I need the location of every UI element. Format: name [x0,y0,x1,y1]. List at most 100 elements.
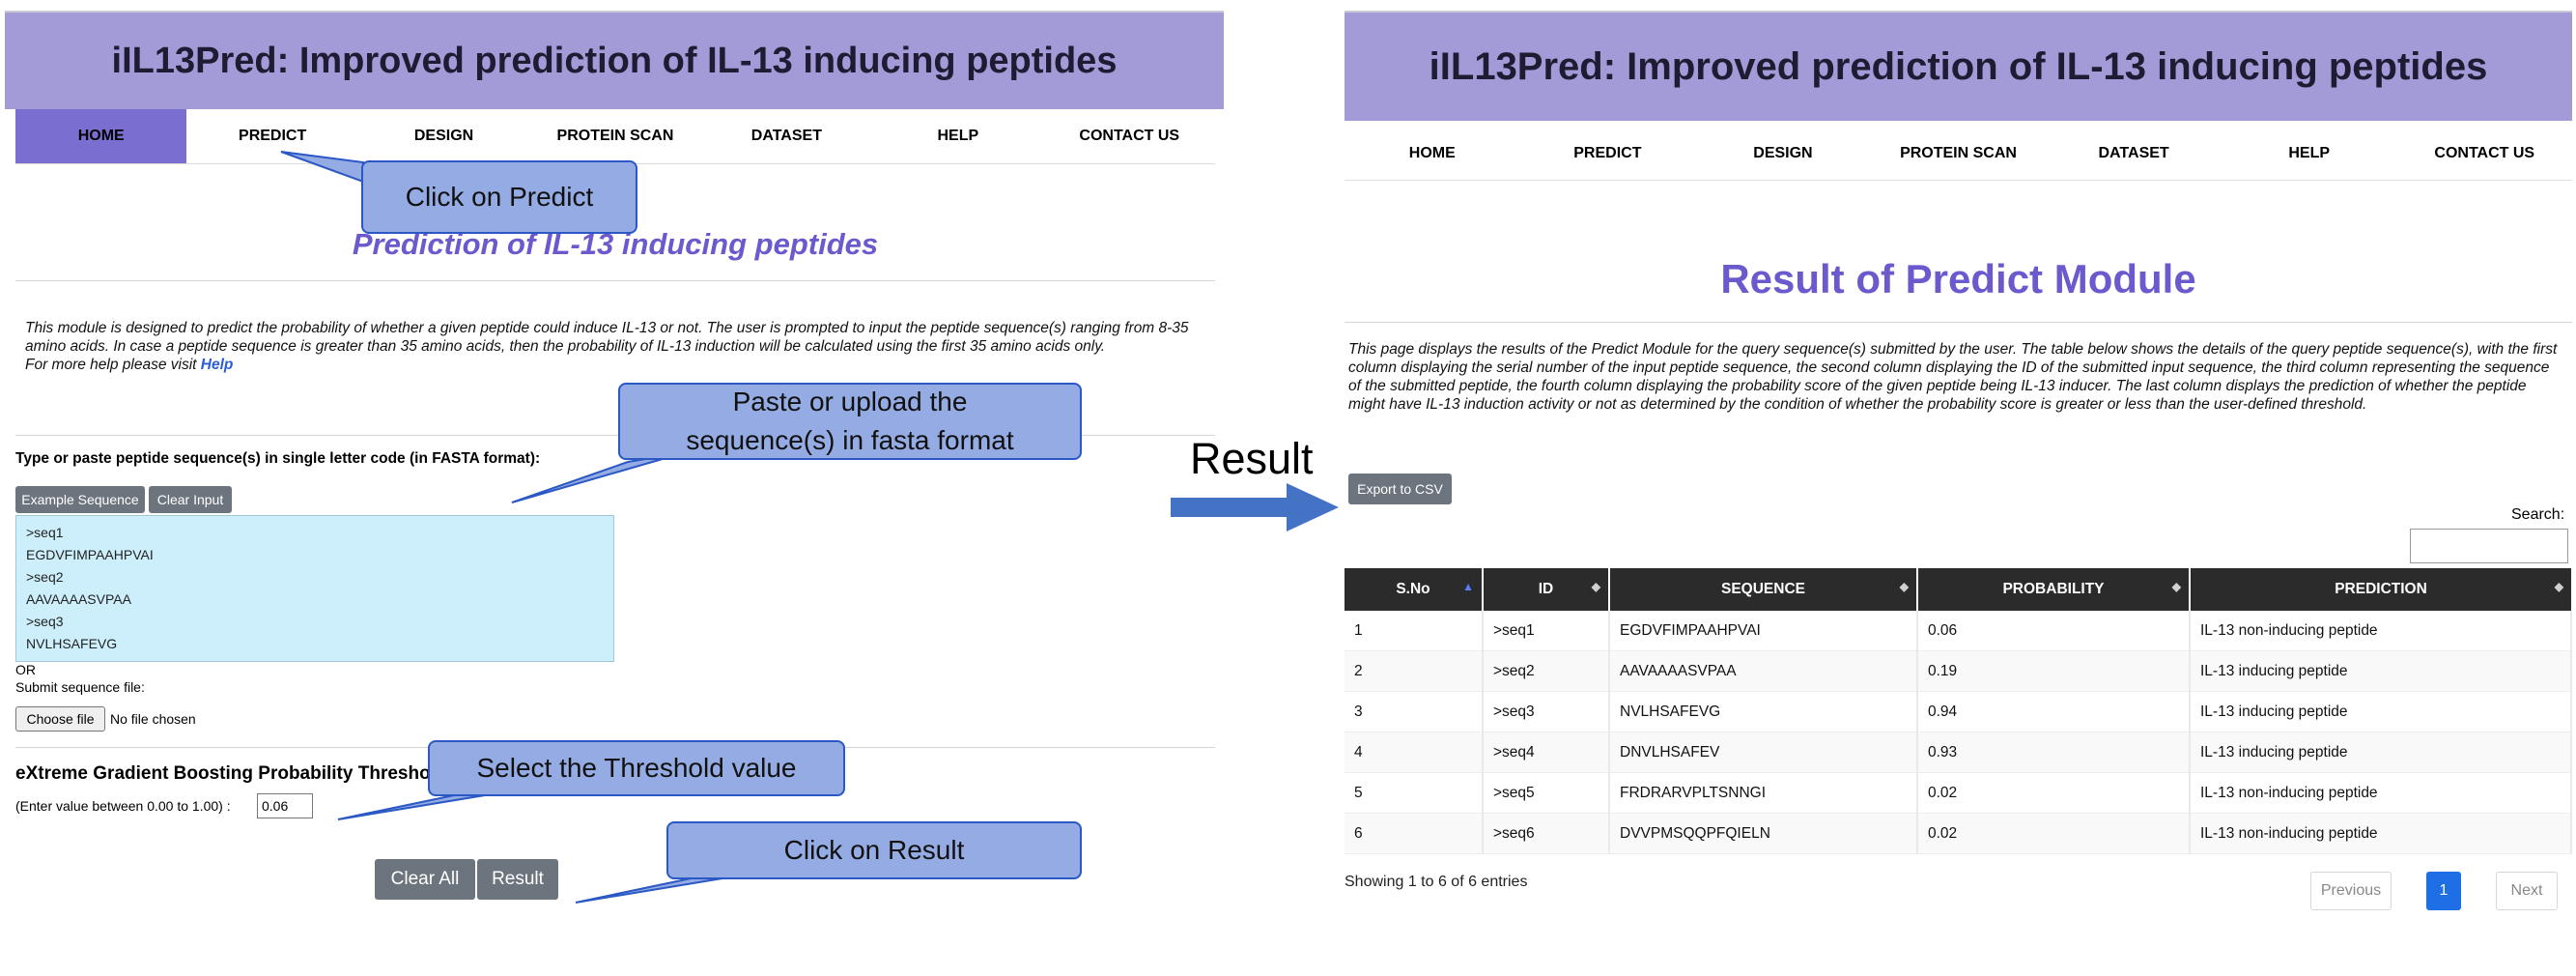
right-nav-bar: HOME PREDICT DESIGN PROTEIN SCAN DATASET… [1345,128,2572,181]
callout-click-predict: Click on Predict [361,160,637,234]
pagination-next[interactable]: Next [2496,872,2558,910]
help-prefix: For more help please visit [25,357,197,373]
result-callout-pointer [575,876,735,904]
sort-icon: ◆ [1899,580,1909,593]
file-status: No file chosen [110,711,196,727]
table-row: 4 >seq4 DNVLHSAFEV 0.93 IL-13 inducing p… [1345,732,2572,773]
cell-sno: 3 [1345,691,1484,732]
cell-sequence: DVVPMSQQPFQIELN [1609,813,1918,854]
result-button[interactable]: Result [477,859,558,900]
sort-icon: ◆ [2171,580,2181,593]
nav-home[interactable]: HOME [15,109,187,163]
pagination-previous[interactable]: Previous [2310,872,2392,910]
description-text: This module is designed to predict the p… [25,320,1189,355]
cell-prediction: IL-13 non-inducing peptide [2190,772,2572,814]
cell-probability: 0.06 [1917,611,2191,651]
clear-all-button[interactable]: Clear All [375,859,475,900]
or-text: OR [15,662,36,677]
cell-prediction: IL-13 non-inducing peptide [2190,611,2572,651]
help-link[interactable]: Help [200,357,234,373]
threshold-input[interactable] [257,793,313,818]
predict-description: This module is designed to predict the p… [25,319,1205,374]
callout-paste-sequence: Paste or upload the sequence(s) in fasta… [618,383,1082,460]
nav-dataset[interactable]: DATASET [2098,145,2169,161]
result-heading: Result of Predict Module [1720,256,2196,301]
cell-sno: 4 [1345,732,1484,773]
table-header-row: S.No ▲ ID ◆ SEQUENCE ◆ PROBABILITY ◆ PREDICT… [1345,568,2571,611]
col-header-label: S.No [1396,581,1430,597]
sort-icon: ◆ [2554,580,2563,593]
result-arrow [1171,483,1339,531]
pagination-page-1[interactable]: 1 [2426,872,2461,910]
cell-prediction: IL-13 inducing peptide [2190,650,2572,692]
search-input[interactable] [2410,529,2568,563]
nav-help[interactable]: HELP [2288,145,2331,161]
cell-id: >seq5 [1483,772,1610,814]
export-csv-button[interactable]: Export to CSV [1348,474,1452,504]
col-header-probability[interactable]: PROBABILITY ◆ [1917,568,2191,611]
nav-help[interactable]: HELP [937,128,979,144]
threshold-label: eXtreme Gradient Boosting Probability Th… [15,763,453,784]
cell-id: >seq3 [1483,691,1610,732]
clear-input-button[interactable]: Clear Input [149,486,232,513]
table-row: 2 >seq2 AAVAAAASVPAA 0.19 IL-13 inducing… [1345,650,2572,692]
right-page-title: iIL13Pred: Improved prediction of IL-13 … [1345,11,2572,121]
search-label: Search: [2511,506,2565,523]
cell-id: >seq4 [1483,732,1610,773]
showing-entries-text: Showing 1 to 6 of 6 entries [1345,874,1528,890]
nav-dataset[interactable]: DATASET [750,128,822,144]
submit-file-label: Submit sequence file: [15,679,145,695]
nav-home[interactable]: HOME [1408,145,1456,161]
results-table: S.No ▲ ID ◆ SEQUENCE ◆ PROBABILITY ◆ PREDICT… [1345,568,2572,854]
predict-callout-pointer [280,151,364,184]
col-header-prediction[interactable]: PREDICTION ◆ [2190,568,2571,611]
divider [15,280,1215,281]
nav-predict[interactable]: PREDICT [1573,145,1642,161]
cell-id: >seq6 [1483,813,1610,854]
left-page-title: iIL13Pred: Improved prediction of IL-13 … [5,11,1224,109]
table-row: 5 >seq5 FRDRARVPLTSNNGI 0.02 IL-13 non-i… [1345,772,2572,814]
cell-prediction: IL-13 inducing peptide [2190,691,2572,732]
divider [1345,322,2572,323]
nav-protein-scan[interactable]: PROTEIN SCAN [556,128,674,144]
nav-contact-us[interactable]: CONTACT US [1079,128,1180,144]
sort-icon: ◆ [1591,580,1600,593]
cell-sno: 1 [1345,611,1484,651]
cell-sequence: DNVLHSAFEV [1609,732,1918,773]
cell-sno: 5 [1345,772,1484,814]
sequence-textarea[interactable]: >seq1 EGDVFIMPAAHPVAI >seq2 AAVAAAASVPAA… [15,515,614,662]
cell-sequence: FRDRARVPLTSNNGI [1609,772,1918,814]
cell-sequence: AAVAAAASVPAA [1609,650,1918,692]
cell-sno: 6 [1345,813,1484,854]
table-row: 3 >seq3 NVLHSAFEVG 0.94 IL-13 inducing p… [1345,691,2572,732]
threshold-hint: (Enter value between 0.00 to 1.00) : [15,798,231,814]
cell-probability: 0.02 [1917,772,2191,814]
col-header-label: PROBABILITY [2002,581,2105,597]
col-header-sno[interactable]: S.No ▲ [1345,568,1484,611]
cell-prediction: IL-13 non-inducing peptide [2190,813,2572,854]
col-header-label: PREDICTION [2335,581,2427,597]
cell-id: >seq1 [1483,611,1610,651]
sequence-input-label: Type or paste peptide sequence(s) in sin… [15,450,541,467]
threshold-callout-pointer [337,791,503,820]
cell-sno: 2 [1345,650,1484,692]
nav-protein-scan[interactable]: PROTEIN SCAN [1900,145,2017,161]
cell-probability: 0.19 [1917,650,2191,692]
cell-sequence: EGDVFIMPAAHPVAI [1609,611,1918,651]
example-sequence-button[interactable]: Example Sequence [15,486,145,513]
table-row: 6 >seq6 DVVPMSQQPFQIELN 0.02 IL-13 non-i… [1345,813,2572,854]
choose-file-button[interactable]: Choose file [15,706,105,732]
callout-click-result: Click on Result [666,821,1082,879]
col-header-label: ID [1538,581,1554,597]
col-header-id[interactable]: ID ◆ [1483,568,1610,611]
nav-contact-us[interactable]: CONTACT US [2434,145,2535,161]
col-header-label: SEQUENCE [1721,581,1805,597]
cell-probability: 0.93 [1917,732,2191,773]
cell-probability: 0.94 [1917,691,2191,732]
sort-asc-icon: ▲ [1462,580,1474,593]
nav-predict[interactable]: PREDICT [239,128,307,144]
nav-design[interactable]: DESIGN [1753,145,1813,161]
col-header-sequence[interactable]: SEQUENCE ◆ [1609,568,1918,611]
nav-design[interactable]: DESIGN [413,128,474,144]
